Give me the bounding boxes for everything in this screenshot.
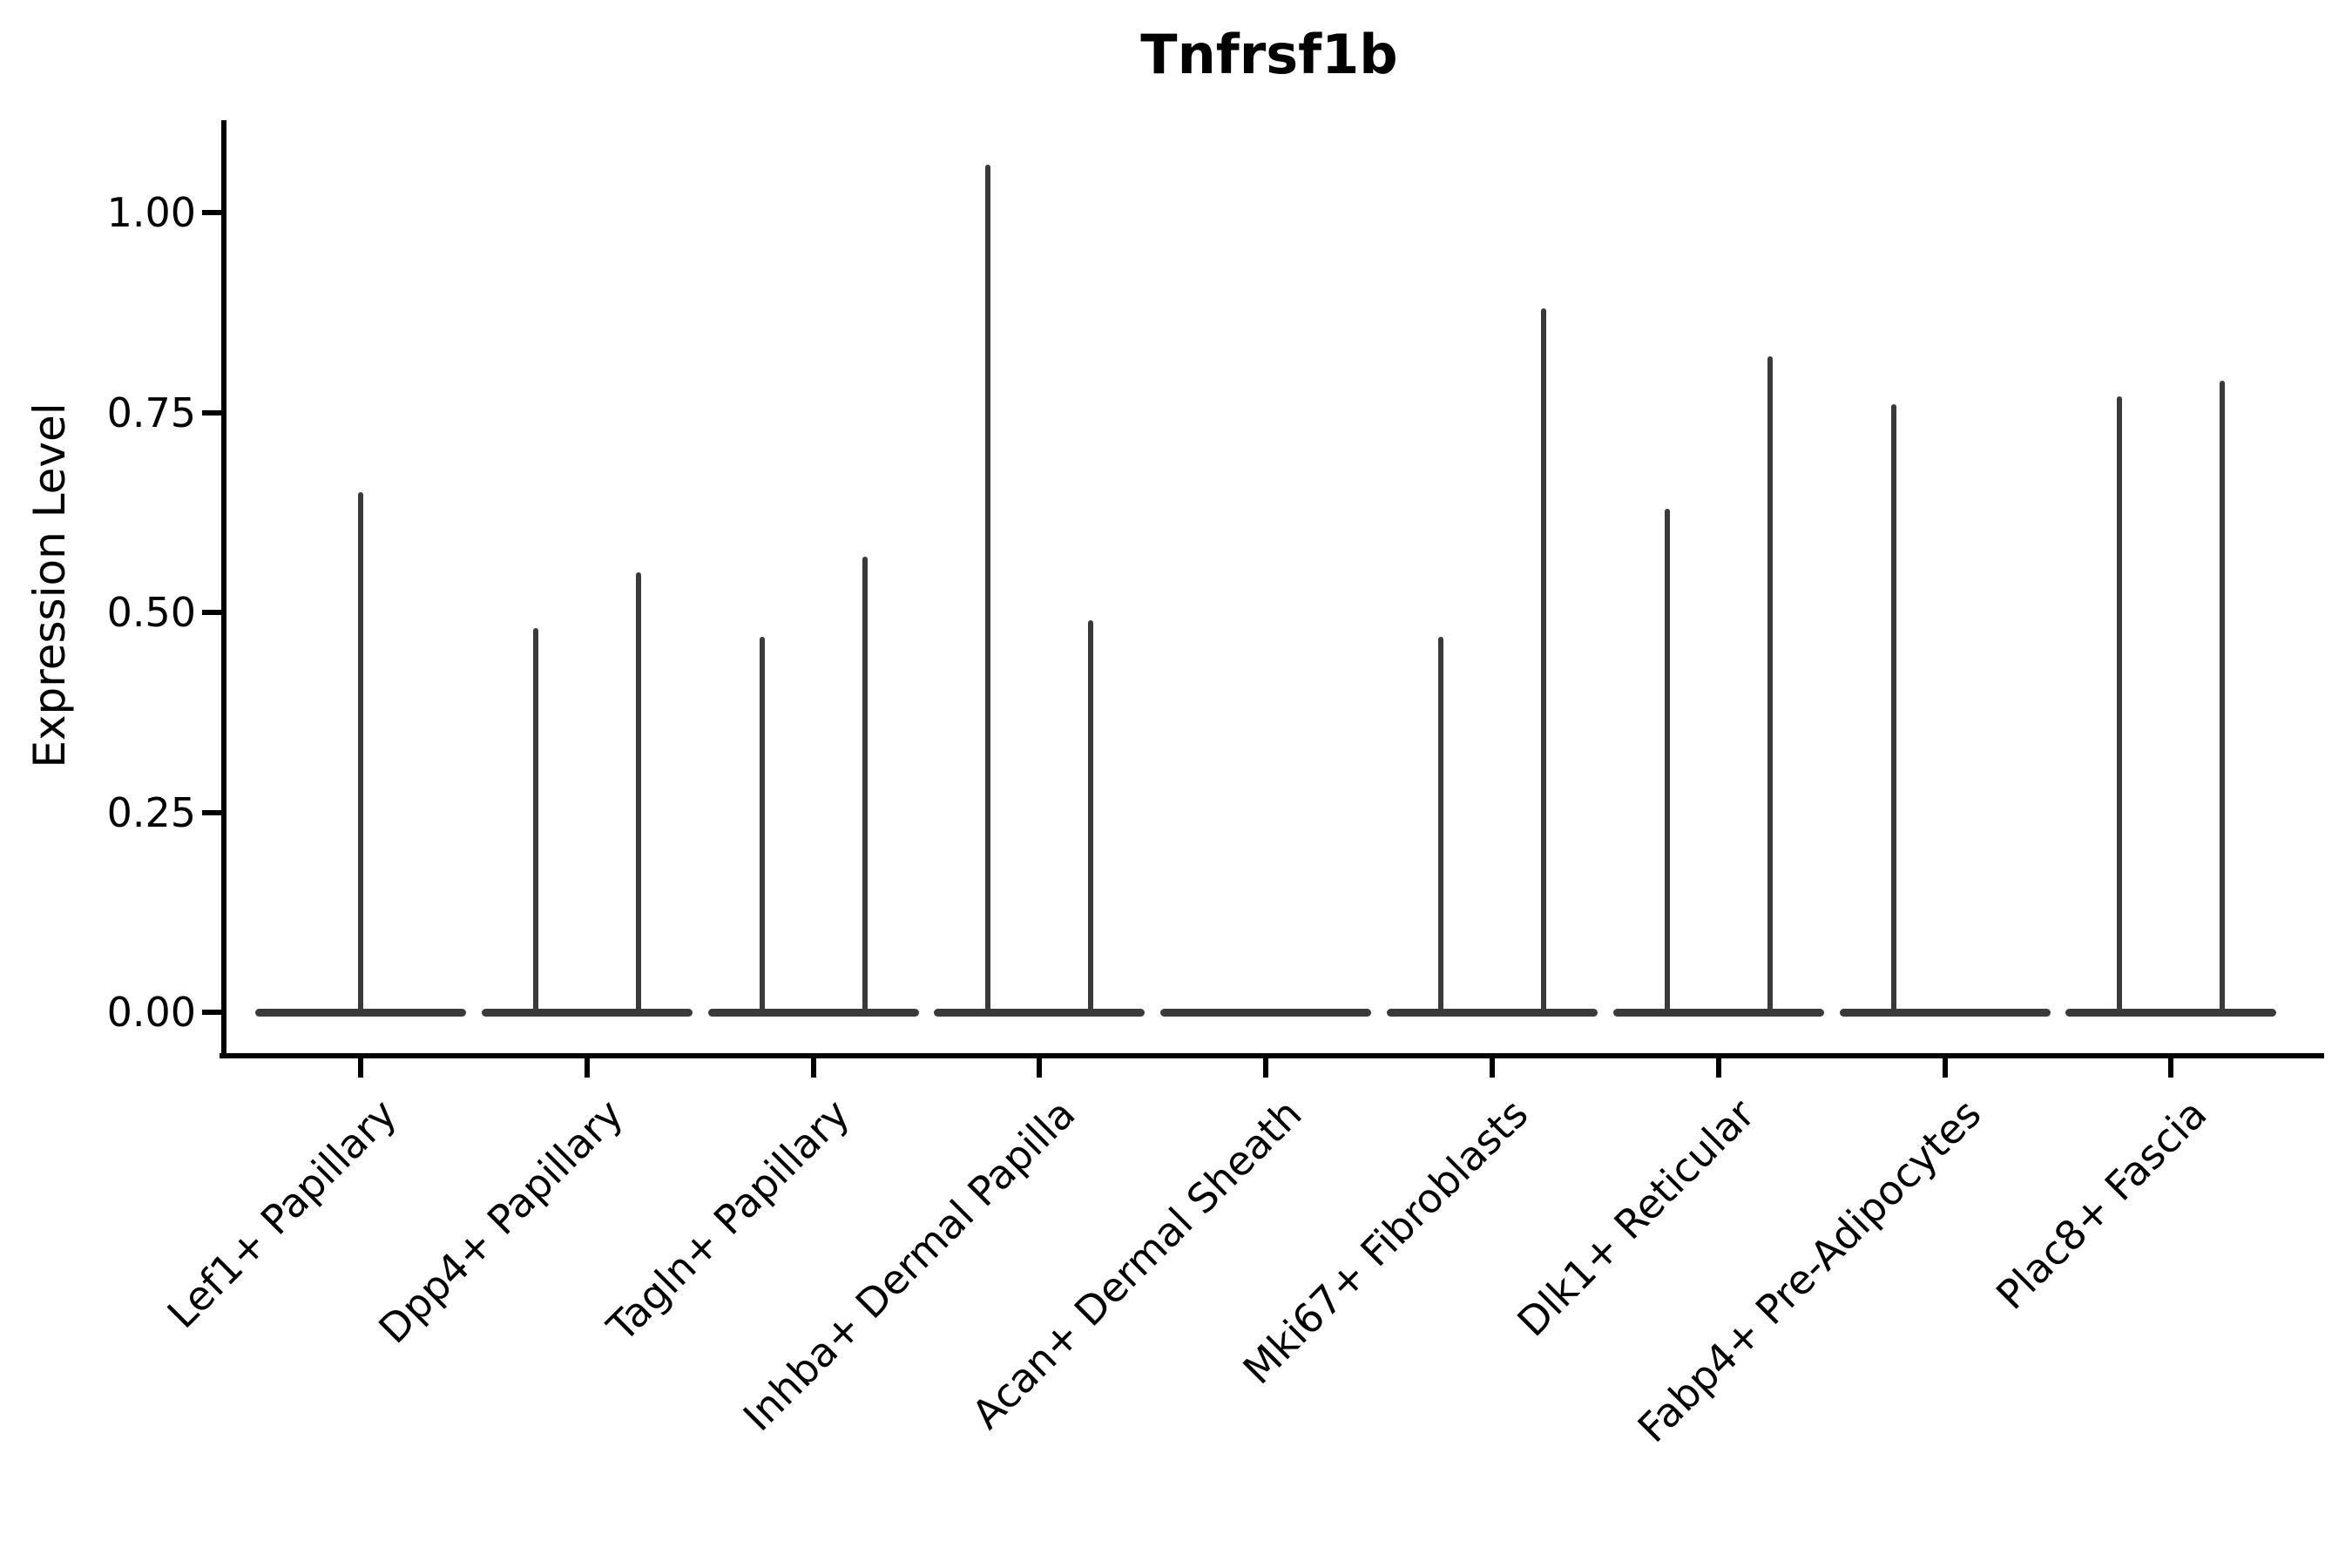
violin-spike: [1438, 636, 1443, 1016]
violin-spike: [1088, 620, 1094, 1016]
violin-spike: [2117, 396, 2123, 1016]
violin-baseline: [2065, 1008, 2277, 1017]
x-tick: [1037, 1058, 1043, 1078]
violin-spike: [759, 636, 765, 1016]
violin-baseline: [1387, 1008, 1598, 1017]
x-axis-spine: [220, 1053, 2324, 1058]
violin-spike: [635, 572, 641, 1016]
y-axis-spine: [221, 120, 226, 1058]
violin-spike: [1767, 356, 1773, 1016]
violin-baseline: [1839, 1008, 2051, 1017]
y-tick-label: 1.00: [106, 189, 196, 236]
x-tick-label: Dpp4+ Papillary: [369, 1090, 632, 1353]
violin-spike: [1890, 404, 1896, 1016]
chart-title: Tnfrsf1b: [1140, 23, 1398, 86]
x-tick-label: Tagln+ Papillary: [598, 1090, 859, 1351]
x-tick: [2168, 1058, 2174, 1078]
violin-baseline: [707, 1008, 919, 1017]
y-tick: [202, 1010, 224, 1015]
y-tick-label: 0.50: [106, 589, 196, 636]
violin-baseline: [1612, 1008, 1824, 1017]
x-tick: [1490, 1058, 1495, 1078]
x-tick: [358, 1058, 363, 1078]
x-tick-label: Lef1+ Papillary: [158, 1090, 406, 1338]
violin-spike: [1541, 308, 1546, 1016]
y-tick: [202, 409, 224, 416]
x-tick-label: Acan+ Dermal Sheath: [963, 1090, 1311, 1438]
y-tick-label: 0.25: [106, 788, 196, 836]
y-tick: [202, 610, 224, 615]
violin-baseline: [481, 1008, 693, 1017]
violin-spike: [358, 492, 363, 1016]
violin-spike: [1664, 508, 1670, 1016]
y-tick-label: 0.75: [106, 389, 196, 436]
x-tick-label: Mki67+ Fibroblasts: [1233, 1090, 1538, 1394]
x-tick-label: Fabp4+ Pre-Adipocytes: [1628, 1090, 1990, 1452]
x-tick: [1942, 1058, 1948, 1078]
x-tick-label: Inhba+ Dermal Papilla: [734, 1090, 1085, 1441]
x-tick: [584, 1058, 590, 1078]
x-tick-label: Plac8+ Fascia: [1987, 1090, 2216, 1319]
violin-spike: [532, 628, 538, 1016]
violin-baseline: [1160, 1008, 1372, 1017]
violin-spike: [2220, 380, 2226, 1016]
x-tick: [1263, 1058, 1269, 1078]
x-tick-label: Dlk1+ Reticular: [1508, 1090, 1764, 1346]
violin-spike: [985, 164, 991, 1016]
violin-spike: [862, 556, 868, 1016]
x-tick: [1715, 1058, 1721, 1078]
violin-baseline: [934, 1008, 1146, 1017]
y-tick-label: 0.00: [106, 989, 196, 1036]
y-tick: [202, 809, 224, 815]
x-tick: [810, 1058, 816, 1078]
y-tick: [202, 210, 224, 215]
